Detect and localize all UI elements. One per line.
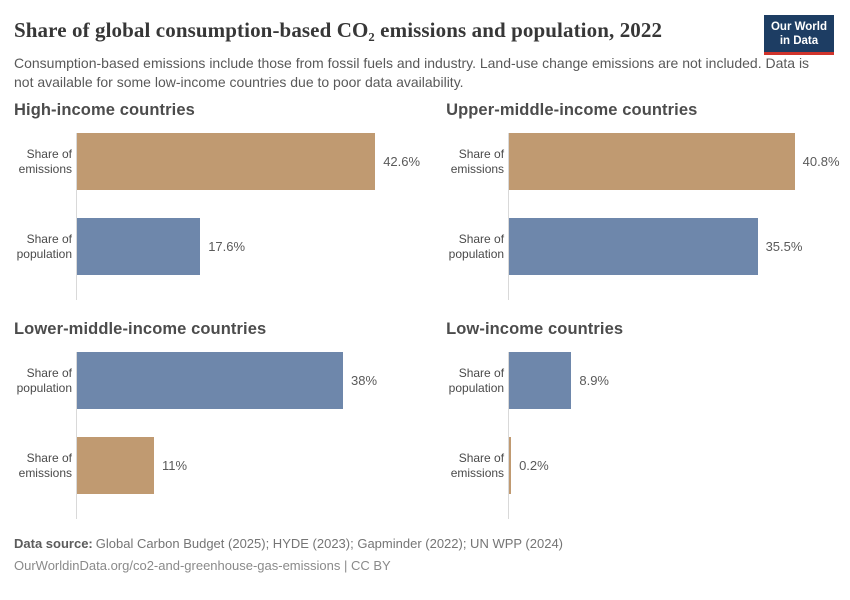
bar-label: Share of emissions bbox=[14, 451, 72, 481]
bar-row-emissions: Share of emissions 42.6% bbox=[14, 133, 420, 190]
data-source-label: Data source: bbox=[14, 536, 93, 551]
bar-label: Share of population bbox=[14, 232, 72, 262]
data-source-line: Data source: Global Carbon Budget (2025);… bbox=[14, 533, 834, 555]
panel-title: Lower-middle-income countries bbox=[14, 320, 267, 338]
panel-chart: Share of population 8.9% Share of emissi… bbox=[446, 352, 839, 519]
bar-row-emissions: Share of emissions 11% bbox=[14, 437, 420, 494]
owid-logo[interactable]: Our World in Data bbox=[763, 15, 834, 55]
bar-label-line2: population bbox=[16, 246, 72, 261]
bar-population[interactable] bbox=[77, 352, 343, 409]
bar-label-line1: Share of bbox=[458, 146, 505, 161]
panel-chart: Share of emissions 42.6% Share of popula… bbox=[14, 133, 420, 300]
bar-value-label: 40.8% bbox=[802, 154, 840, 169]
bar-row-population: Share of population 38% bbox=[14, 352, 420, 409]
panel-title: High-income countries bbox=[14, 101, 195, 119]
panel-chart: Share of emissions 40.8% Share of popula… bbox=[446, 133, 840, 300]
panel-lower-middle-income: Lower-middle-income countries Share of p… bbox=[14, 320, 420, 519]
bar-label: Share of population bbox=[446, 366, 504, 396]
bar-value-label: 0.2% bbox=[519, 458, 549, 473]
bar-label: Share of emissions bbox=[14, 147, 72, 177]
bar-row-population: Share of population 35.5% bbox=[446, 218, 839, 275]
owid-logo-line1: Our World bbox=[770, 21, 827, 33]
bar-label-line2: population bbox=[448, 246, 505, 261]
bar-value-label: 11% bbox=[162, 458, 188, 473]
bar-label-line2: emissions bbox=[450, 465, 505, 480]
bar-label-line2: emissions bbox=[18, 465, 72, 480]
bar-label: Share of population bbox=[14, 366, 72, 396]
bar-label: Share of emissions bbox=[446, 451, 504, 481]
chart-subtitle: Consumption-based emissions include thos… bbox=[14, 55, 810, 90]
y-axis-line bbox=[76, 352, 77, 519]
bar-label-line2: emissions bbox=[450, 161, 505, 176]
chart-grid: High-income countries Share of emissions… bbox=[14, 101, 840, 519]
bar-value-label: 35.5% bbox=[765, 239, 803, 254]
bar-emissions[interactable] bbox=[509, 437, 512, 494]
panel-title: Upper-middle-income countries bbox=[446, 101, 698, 119]
bar-label: Share of population bbox=[446, 232, 504, 262]
owid-logo-line2: in Data bbox=[779, 35, 819, 47]
bar-label-line1: Share of bbox=[26, 231, 72, 246]
panel-title: Low-income countries bbox=[446, 320, 624, 338]
bar-label-line1: Share of bbox=[458, 231, 505, 246]
bar-label-line2: emissions bbox=[18, 161, 72, 176]
bar-row-population: Share of population 8.9% bbox=[446, 352, 839, 409]
bar-value-label: 17.6% bbox=[208, 239, 246, 254]
y-axis-line bbox=[508, 133, 510, 300]
y-axis-line bbox=[76, 133, 77, 300]
bar-population[interactable] bbox=[509, 352, 572, 409]
bar-row-emissions: Share of emissions 40.8% bbox=[446, 133, 840, 190]
bar-emissions[interactable] bbox=[77, 133, 376, 190]
bar-value-label: 8.9% bbox=[579, 373, 609, 388]
bar-population[interactable] bbox=[77, 218, 201, 275]
panel-upper-middle-income: Upper-middle-income countries Share of e… bbox=[446, 101, 840, 300]
bar-population[interactable] bbox=[509, 218, 758, 275]
chart-title: Share of global consumption-based CO₂ em… bbox=[14, 18, 663, 42]
bar-label: Share of emissions bbox=[446, 147, 504, 177]
license-line: OurWorldinData.org/co2-and-greenhouse-ga… bbox=[14, 558, 391, 573]
bar-emissions[interactable] bbox=[509, 133, 795, 190]
data-source-text: Global Carbon Budget (2025); HYDE (2023)… bbox=[95, 536, 564, 551]
bar-label-line1: Share of bbox=[26, 450, 72, 465]
chart-footer: Data source: Global Carbon Budget (2025);… bbox=[14, 533, 834, 577]
bar-row-emissions: Share of emissions 0.2% bbox=[446, 437, 839, 494]
bar-value-label: 38% bbox=[351, 373, 378, 388]
bar-label-line2: population bbox=[16, 380, 72, 395]
panel-low-income: Low-income countries Share of population… bbox=[446, 320, 839, 519]
panel-chart: Share of population 38% Share of emissio… bbox=[14, 352, 420, 519]
bar-label-line1: Share of bbox=[458, 450, 505, 465]
panel-high-income: High-income countries Share of emissions… bbox=[14, 101, 420, 300]
bar-label-line1: Share of bbox=[26, 146, 72, 161]
bar-label-line2: population bbox=[448, 380, 505, 395]
bar-label-line1: Share of bbox=[458, 365, 505, 380]
bar-label-line1: Share of bbox=[26, 365, 72, 380]
bar-value-label: 42.6% bbox=[383, 154, 421, 169]
y-axis-line bbox=[508, 352, 510, 519]
bar-row-population: Share of population 17.6% bbox=[14, 218, 420, 275]
bar-emissions[interactable] bbox=[77, 437, 154, 494]
